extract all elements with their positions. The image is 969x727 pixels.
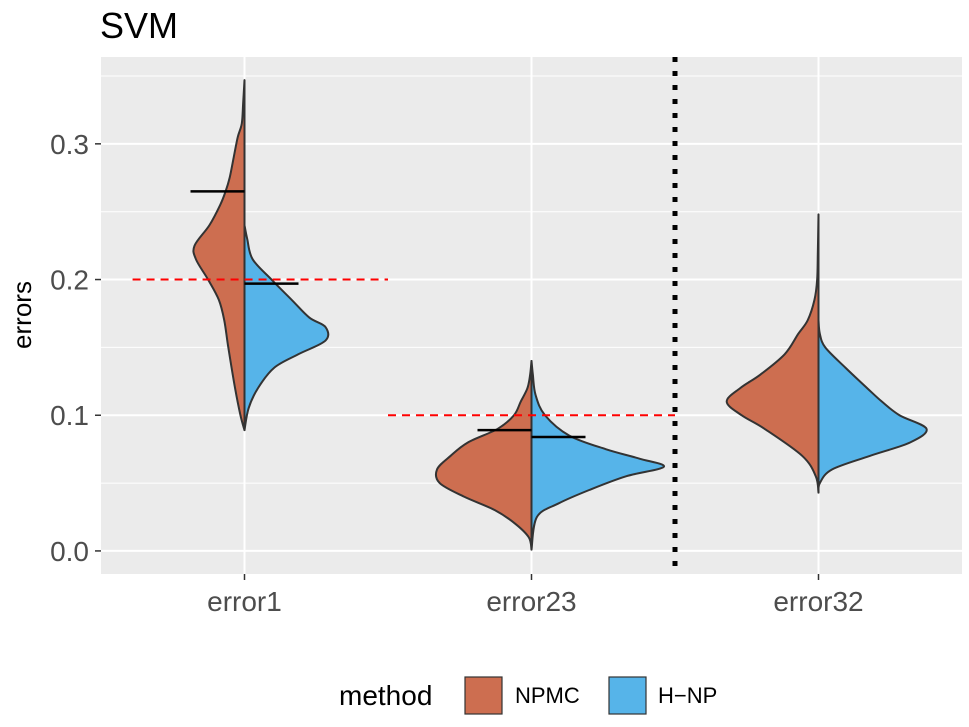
violins: [192, 79, 928, 551]
y-axis-title: errors: [7, 281, 37, 349]
axis-ticks: [95, 143, 820, 580]
violin-right-error32: [817, 319, 928, 494]
violin-left-error23: [434, 359, 533, 551]
legend-label-npmc: NPMC: [515, 683, 580, 708]
violin-left-error32: [725, 213, 820, 494]
y-tick-labels: 0.0 0.1 0.2 0.3: [50, 129, 89, 567]
y-tick-label: 0.2: [50, 265, 89, 296]
x-tick-labels: error1 error23 error32: [207, 586, 863, 617]
legend-swatch-npmc: [464, 676, 503, 715]
violin-left-error1: [192, 79, 246, 432]
violin-right-error1: [243, 224, 330, 432]
legend-title: method: [339, 680, 432, 711]
legend-swatch-h-np: [608, 676, 647, 715]
x-tick-label: error23: [486, 586, 576, 617]
chart-title: SVM: [100, 5, 178, 46]
x-tick-label: error32: [773, 586, 863, 617]
y-tick-label: 0.1: [50, 400, 89, 431]
reference-lines: [132, 57, 678, 574]
y-tick-label: 0.3: [50, 129, 89, 160]
violin-right-error23: [530, 359, 665, 551]
y-tick-label: 0.0: [50, 536, 89, 567]
legend-label-h-np: H−NP: [658, 683, 717, 708]
mean-lines: [190, 190, 586, 439]
x-tick-label: error1: [207, 586, 282, 617]
legend: method NPMC H−NP: [339, 676, 717, 715]
